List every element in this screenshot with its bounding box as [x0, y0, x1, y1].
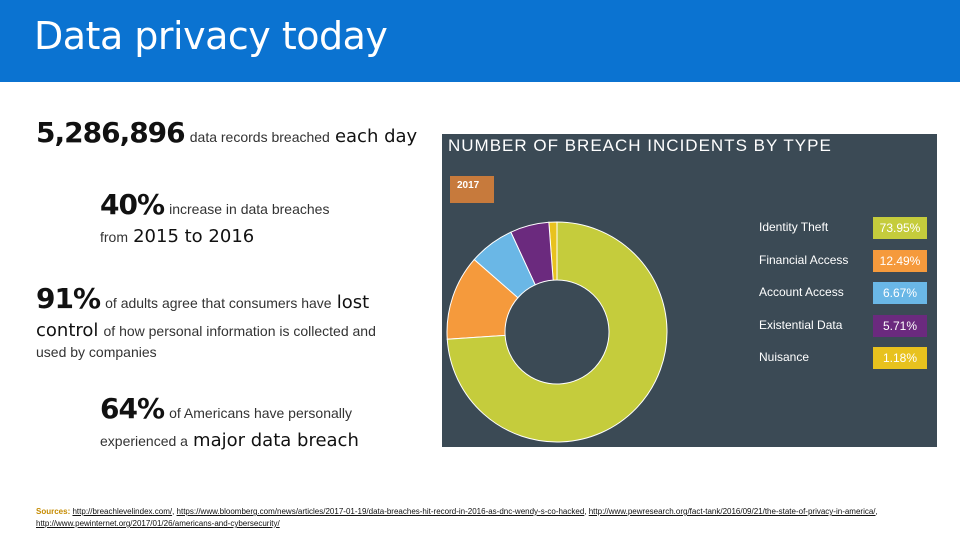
stat-lost-control-line3: used by companies: [36, 342, 157, 361]
legend-value-existential-data: 5.71%: [873, 315, 927, 337]
donut-chart: [446, 221, 668, 443]
stat-value: 64%: [100, 392, 165, 425]
stat-breach-increase-period: from 2015 to 2016: [100, 226, 254, 247]
legend-label-nuisance: Nuisance: [759, 350, 810, 364]
legend-value-identity-theft: 73.95%: [873, 217, 927, 239]
chart-title: NUMBER OF BREACH INCIDENTS BY TYPE: [448, 136, 832, 155]
legend-label-identity-theft: Identity Theft: [759, 220, 829, 234]
source-link[interactable]: https://www.bloomberg.com/news/articles/…: [176, 507, 585, 516]
slide-title: Data privacy today: [34, 14, 388, 58]
stat-major-breach-line2: experienced a major data breach: [100, 430, 359, 451]
stat-value: 5,286,896: [36, 116, 186, 149]
legend-value-financial-access: 12.49%: [873, 250, 927, 272]
stat-text: experienced a: [100, 433, 188, 449]
stat-text: of Americans have personally: [169, 405, 352, 421]
stat-emphasis: lost: [336, 292, 370, 313]
sources-footer: Sources: http://breachlevelindex.com/, h…: [36, 507, 878, 528]
source-link[interactable]: http://breachlevelindex.com/: [72, 507, 173, 516]
stat-text: used by companies: [36, 344, 157, 360]
stat-value: 91%: [36, 282, 101, 315]
stat-value: 40%: [100, 188, 165, 221]
stat-lost-control: 91% of adults agree that consumers have …: [36, 282, 369, 315]
stat-text: of how personal information is collected…: [103, 323, 376, 339]
stat-major-breach: 64% of Americans have personally: [100, 392, 352, 425]
source-link[interactable]: http://www.pewresearch.org/fact-tank/201…: [588, 507, 876, 516]
stat-breach-increase: 40% increase in data breaches: [100, 188, 329, 221]
legend-label-account-access: Account Access: [759, 285, 844, 299]
stat-text: data records breached: [189, 129, 330, 145]
stat-records-breached: 5,286,896 data records breached each day: [36, 116, 417, 149]
stat-emphasis: 2015 to 2016: [133, 226, 255, 247]
breach-chart-panel: NUMBER OF BREACH INCIDENTS BY TYPE 2017 …: [442, 134, 937, 447]
legend-value-nuisance: 1.18%: [873, 347, 927, 369]
legend-label-existential-data: Existential Data: [759, 318, 843, 332]
title-bar: Data privacy today: [0, 0, 960, 82]
legend-value-account-access: 6.67%: [873, 282, 927, 304]
stat-emphasis: each day: [334, 126, 418, 147]
year-badge: 2017: [450, 176, 494, 203]
legend-label-financial-access: Financial Access: [759, 253, 849, 267]
donut-slice-identity-theft: [446, 221, 668, 443]
stat-text: from: [100, 229, 128, 245]
stat-text: increase in data breaches: [169, 201, 330, 217]
stat-emphasis: control: [36, 320, 99, 341]
stat-lost-control-line2: control of how personal information is c…: [36, 320, 376, 341]
sources-label: Sources:: [36, 507, 71, 516]
stat-text: of adults agree that consumers have: [105, 295, 332, 311]
source-link[interactable]: http://www.pewinternet.org/2017/01/26/am…: [36, 519, 280, 528]
stat-emphasis: major data breach: [193, 430, 359, 451]
